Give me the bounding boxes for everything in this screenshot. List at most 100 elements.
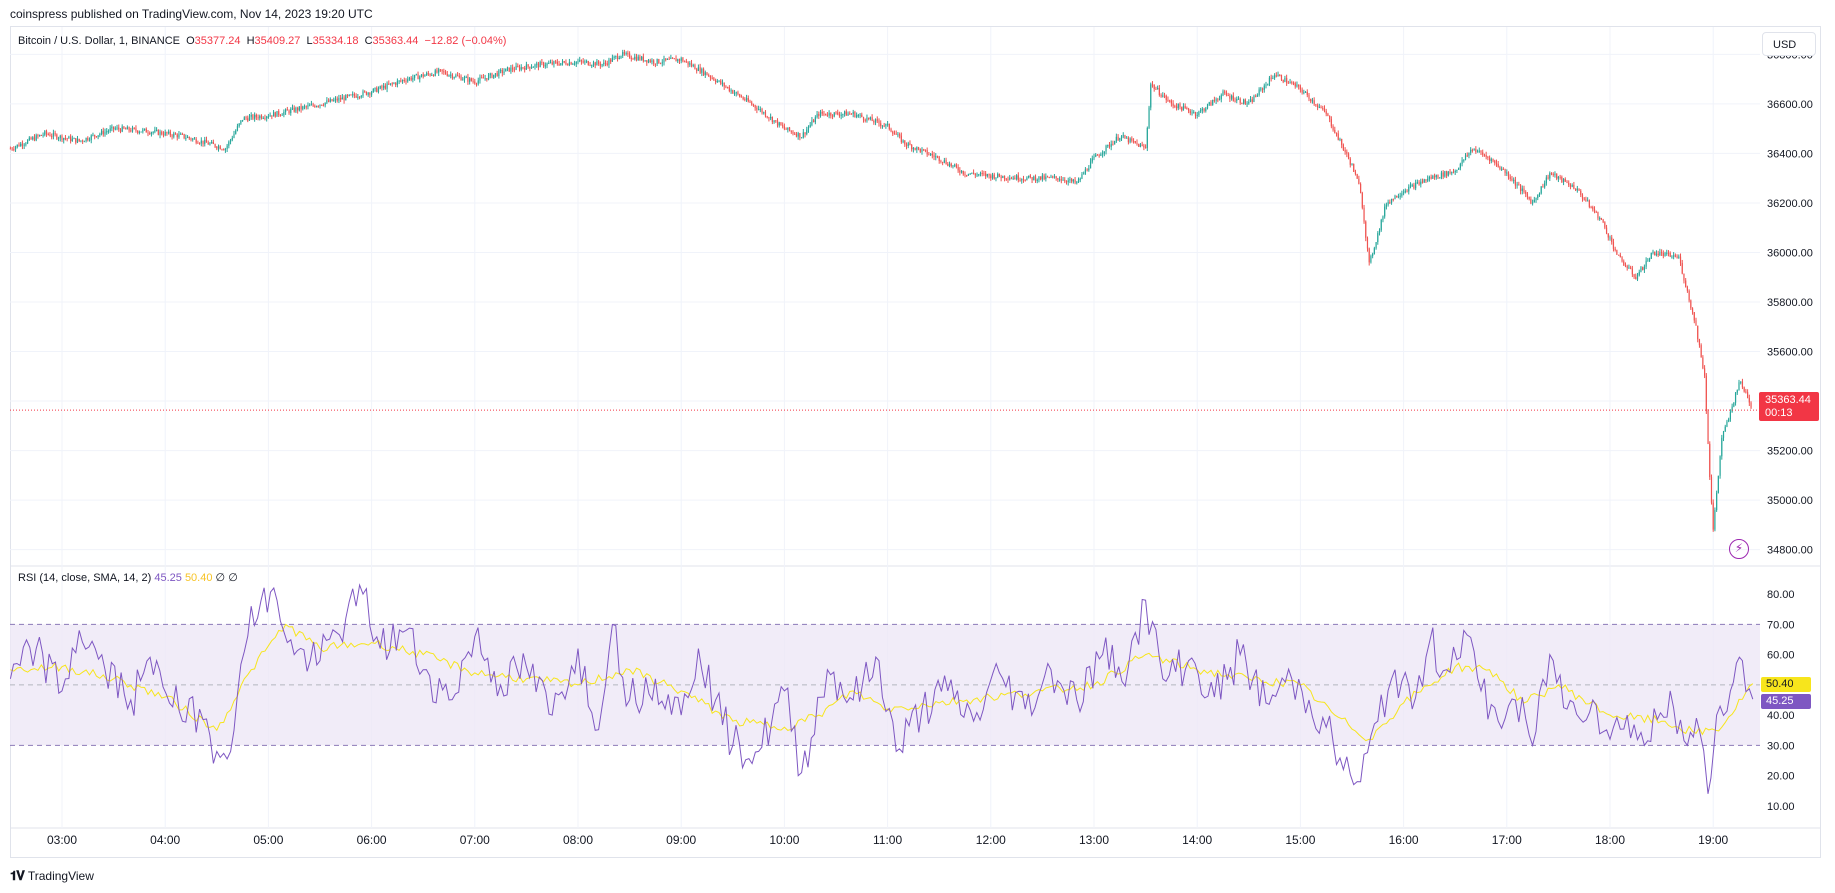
candle-body: [1255, 96, 1257, 98]
candle-body: [1446, 171, 1448, 176]
candle-body: [844, 111, 846, 114]
candle-body: [240, 120, 242, 124]
candle-body: [904, 140, 906, 145]
candle-body: [1513, 179, 1515, 181]
candle-body: [1246, 103, 1248, 105]
candle-body: [923, 149, 925, 151]
candle-body: [1034, 176, 1037, 181]
candle-body: [1537, 194, 1539, 199]
price-tick-label: 36200.00: [1767, 198, 1813, 210]
candle-body: [145, 128, 147, 133]
candle-body: [1212, 99, 1214, 106]
candle-body: [892, 131, 894, 134]
candle-body: [921, 149, 923, 152]
candle-body: [1427, 178, 1429, 181]
candle-body: [826, 115, 828, 117]
candle-body: [1650, 252, 1652, 259]
candle-body: [216, 146, 218, 149]
candle-body: [1263, 85, 1265, 90]
candle-body: [1600, 218, 1602, 220]
candle-body: [498, 70, 500, 77]
candle-body: [766, 116, 768, 118]
candle-body: [1261, 88, 1264, 90]
rsi-legend-label[interactable]: RSI (14, close, SMA, 14, 2): [18, 572, 152, 584]
candle-body: [721, 82, 724, 84]
candle-body: [419, 76, 421, 80]
candle-body: [1298, 84, 1300, 87]
candle-body: [1169, 100, 1171, 102]
lightning-icon[interactable]: ⚡: [1729, 539, 1749, 559]
candle-body: [880, 123, 882, 126]
candle-body: [1554, 173, 1556, 175]
candle-body: [195, 138, 197, 143]
candle-body: [1669, 252, 1671, 257]
candle-body: [481, 77, 483, 79]
candle-body: [1026, 177, 1028, 181]
candle-body: [1535, 198, 1537, 200]
candle-body: [1662, 253, 1664, 256]
candle-body: [1691, 308, 1694, 313]
candle-body: [61, 135, 63, 141]
candle-body: [1158, 88, 1160, 95]
candle-body: [1659, 252, 1661, 256]
candle-body: [926, 150, 928, 155]
candle-body: [1380, 219, 1382, 231]
candle-body: [991, 174, 994, 179]
candle-body: [1349, 158, 1351, 165]
candle-body: [1318, 106, 1320, 108]
candle-body: [947, 163, 949, 166]
candle-body: [75, 138, 77, 143]
candle-body: [580, 60, 583, 62]
candle-body: [460, 76, 462, 81]
candle-body: [854, 112, 856, 117]
candle-body: [756, 107, 758, 110]
candle-body: [543, 62, 545, 67]
legend-symbol[interactable]: Bitcoin / U.S. Dollar, 1, BINANCE: [18, 35, 180, 47]
candle-body: [9, 148, 11, 150]
candle-body: [816, 114, 818, 118]
candle-body: [831, 115, 834, 117]
rsi-tick-label: 40.00: [1767, 710, 1795, 722]
candle-body: [109, 128, 111, 131]
footer-brand[interactable]: 𝟏𝐕 TradingView: [10, 868, 94, 884]
candle-body: [1019, 180, 1021, 182]
candle-body: [1253, 96, 1255, 102]
chart-frame[interactable]: [10, 26, 1821, 858]
candle-body: [1024, 179, 1026, 181]
candle-body: [1088, 168, 1090, 171]
candle-body: [1482, 152, 1484, 155]
candle-body: [364, 91, 366, 93]
candle-body: [21, 143, 24, 146]
candle-body: [171, 135, 173, 137]
candle-body: [1411, 184, 1413, 186]
candle-body: [1464, 155, 1467, 160]
x-tick-label: 05:00: [253, 833, 283, 847]
candle-body: [293, 107, 295, 112]
candle-body: [1628, 267, 1630, 269]
candle-body: [35, 135, 37, 141]
candle-body: [255, 114, 257, 118]
rsi-legend[interactable]: RSI (14, close, SMA, 14, 2) 45.25 50.40 …: [18, 571, 238, 584]
candle-body: [193, 138, 196, 140]
candle-body: [259, 115, 261, 119]
candle-body: [1619, 254, 1621, 258]
candle-body: [90, 135, 92, 141]
candle-body: [278, 111, 280, 115]
candle-body: [1478, 150, 1480, 152]
candle-body: [563, 61, 565, 63]
symbol-legend[interactable]: Bitcoin / U.S. Dollar, 1, BINANCE O35377…: [18, 35, 509, 47]
rsi-line: [9, 583, 1754, 794]
candle-body: [1576, 188, 1578, 191]
candle-body: [205, 139, 208, 143]
candle-body: [1432, 175, 1434, 179]
candle-body: [840, 114, 842, 116]
price-tick-label: 34800.00: [1767, 545, 1813, 557]
candle-body: [52, 132, 54, 137]
candle-body: [1440, 172, 1443, 178]
x-tick-label: 09:00: [666, 833, 696, 847]
x-tick-label: 15:00: [1285, 833, 1315, 847]
candle-body: [245, 117, 247, 119]
currency-button[interactable]: USD: [1762, 32, 1816, 56]
candle-body: [1602, 219, 1604, 223]
